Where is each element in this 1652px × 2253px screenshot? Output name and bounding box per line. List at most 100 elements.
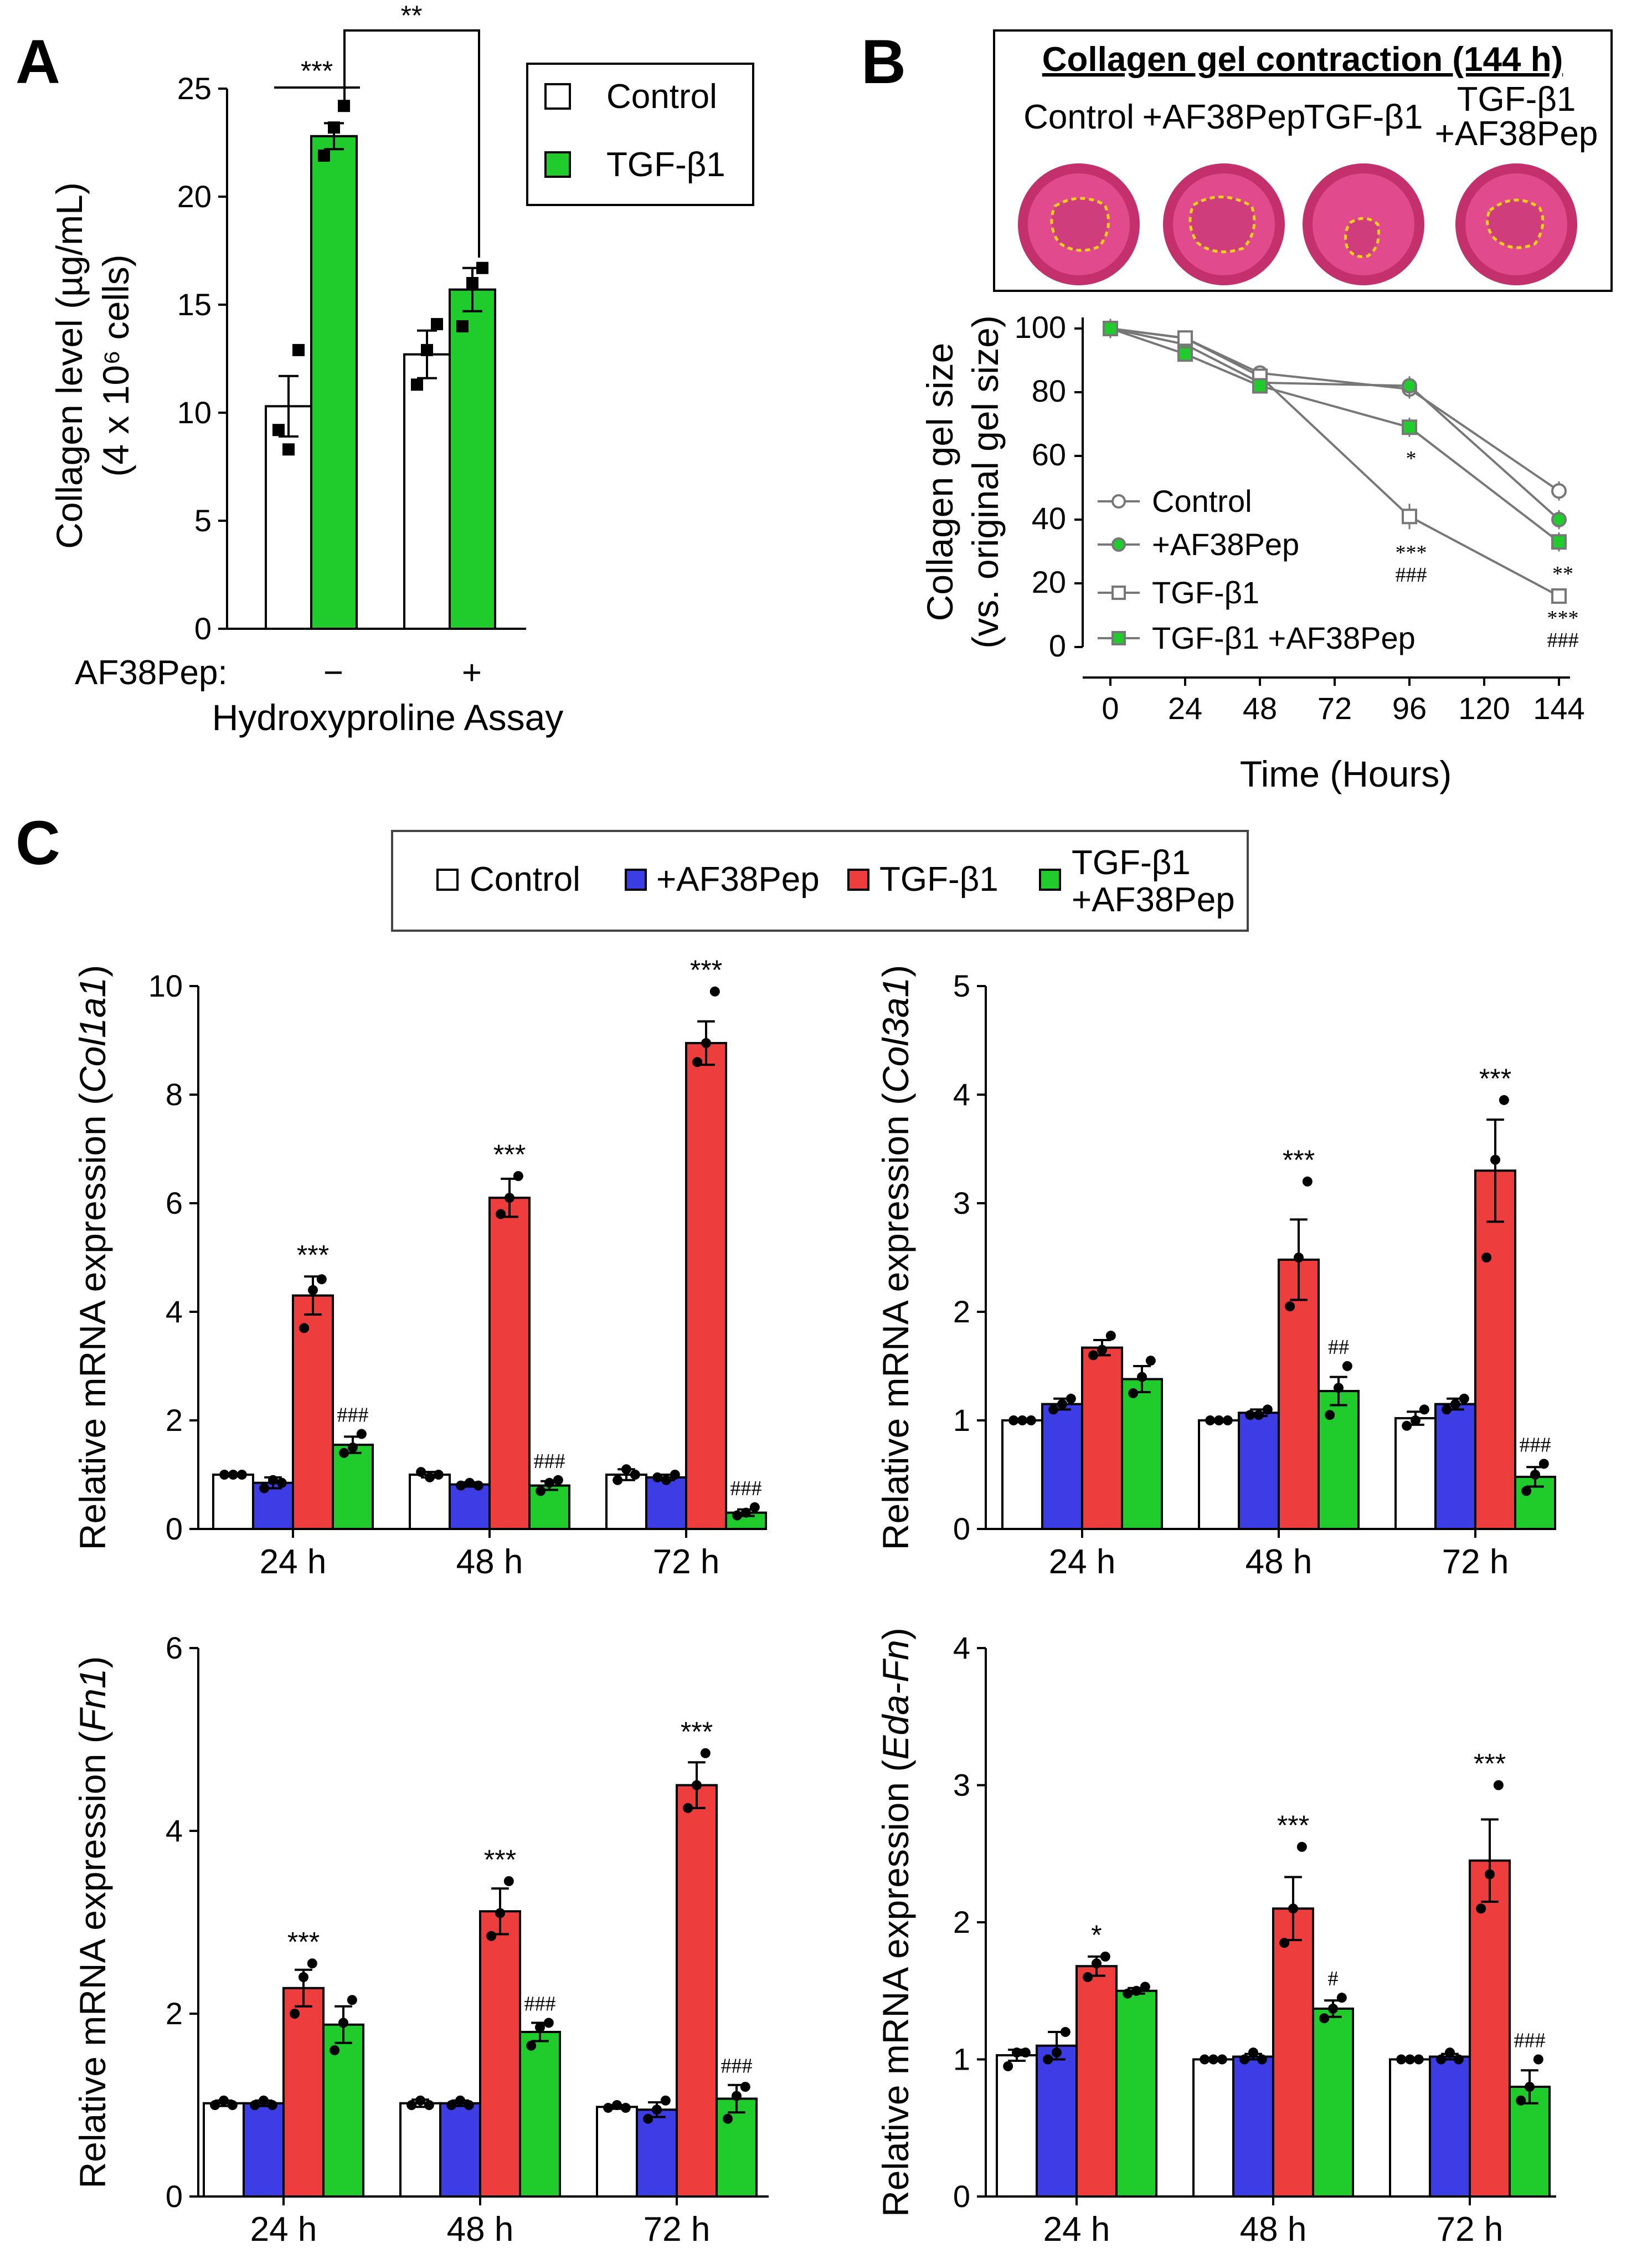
C3-point xyxy=(338,2018,348,2028)
C3-point xyxy=(290,2009,300,2019)
C2-bar-af38pep-48-h xyxy=(1238,1412,1280,1531)
chart-b-point-control xyxy=(1551,483,1567,499)
C3-point xyxy=(620,2102,631,2113)
panel-b-legend-marker-tgf-af38 xyxy=(1111,631,1126,645)
chart-b-ytick-label: 40 xyxy=(1032,501,1066,536)
C2-point xyxy=(1008,1415,1019,1425)
C1-sig-label: *** xyxy=(493,1139,526,1170)
C2-ylabel: Relative mRNA expression (Col3a1) xyxy=(875,965,916,1550)
panel-a-letter: A xyxy=(16,27,60,96)
C1-point xyxy=(513,1171,523,1181)
C1-point xyxy=(456,1480,466,1491)
C1-point xyxy=(433,1470,444,1480)
chart-b-point-tgf-1 xyxy=(1402,509,1417,525)
C2-point xyxy=(1017,1415,1027,1425)
C3-point xyxy=(267,2100,277,2110)
C2-point xyxy=(1411,1415,1421,1425)
C1-sig-label: *** xyxy=(690,954,722,986)
C3-bar-control-24-h xyxy=(203,2102,245,2198)
C1-point xyxy=(228,1470,238,1480)
C1-ytick-label: 6 xyxy=(166,1185,183,1220)
C4-point xyxy=(1453,2054,1464,2065)
panel-b-ylabel-line2: (vs. original gel size) xyxy=(965,315,1006,649)
C3-point xyxy=(723,2113,733,2124)
panel-c-legend-tgf: TGF-β1 xyxy=(879,860,999,899)
C4-ytick-label: 3 xyxy=(953,1768,970,1803)
panel-c-legend-swatch-control xyxy=(436,869,459,891)
C4-point xyxy=(1328,2003,1338,2014)
C3-point xyxy=(535,2022,545,2033)
panel-b-legend-tgf-af38: TGF-β1 +AF38Pep xyxy=(1152,620,1416,655)
C4-point xyxy=(1208,2054,1218,2065)
C4-point xyxy=(1248,2047,1258,2058)
panel-b-annot-144-af: ** xyxy=(1552,562,1573,586)
C1-ytick-label: 4 xyxy=(166,1294,183,1329)
C3-point xyxy=(259,2095,269,2106)
C1-point xyxy=(276,1477,287,1488)
panel-a-sig-low: *** xyxy=(301,55,333,86)
C2-point xyxy=(1128,1388,1139,1398)
panel-b-legend-marker-control xyxy=(1111,494,1126,509)
panel-a-treatment-label: AF38Pep: xyxy=(75,654,228,692)
C1-point xyxy=(356,1429,367,1439)
A-bar-control- xyxy=(265,405,312,630)
C3-point xyxy=(486,1931,497,1941)
C4-point xyxy=(1279,1938,1290,1948)
A-point xyxy=(292,343,305,356)
C3-bar-control-48-h xyxy=(399,2102,441,2198)
C1-point xyxy=(339,1448,349,1458)
panel-b-ylabel-line1: Collagen gel size xyxy=(919,343,960,622)
C3-ytick-label: 6 xyxy=(166,1630,183,1665)
C2-bar-tgf-1-af38pep-24-h xyxy=(1121,1378,1163,1531)
panel-b-annot-144-tgf-1: *** xyxy=(1547,607,1579,630)
C3-sig-label: *** xyxy=(681,1716,713,1747)
C2-point xyxy=(1026,1415,1036,1425)
C2-point xyxy=(1450,1399,1460,1409)
C3-point xyxy=(603,2102,614,2113)
C3-point xyxy=(446,2100,457,2110)
C2-bar-control-48-h xyxy=(1198,1419,1240,1530)
C3-point xyxy=(692,1780,702,1790)
C4-bar-tgf-1-72-h xyxy=(1469,1859,1511,2198)
C2-point xyxy=(1145,1356,1156,1366)
A-point xyxy=(431,318,444,331)
A-bar-tgf-1- xyxy=(310,135,358,630)
C1-point xyxy=(621,1464,631,1475)
C3-point xyxy=(219,2095,229,2106)
C4-point xyxy=(1288,1903,1298,1914)
C4-sig-label: *** xyxy=(1277,1810,1309,1841)
chart-b-point-tgf-1-af38pep xyxy=(1103,321,1118,336)
C2-point xyxy=(1538,1459,1549,1469)
panel-a: A 0 5 10 15 20 25 Collagen level (µg/mL) (4 x… xyxy=(16,0,754,738)
panel-c-legend-tgf-af38-l2: +AF38Pep xyxy=(1072,881,1235,919)
C4-bar-tgf-1-af38pep-72-h xyxy=(1509,2086,1551,2198)
C2-point xyxy=(1419,1404,1429,1415)
panel-a-sig-high: ** xyxy=(401,0,423,31)
chart-b-point-tgf-1-af38pep xyxy=(1177,346,1193,362)
panel-b-legend-control: Control xyxy=(1152,484,1252,519)
C4-point xyxy=(1239,2054,1250,2065)
panel-c-legend-af38: +AF38Pep xyxy=(656,860,820,899)
C2-point xyxy=(1342,1361,1352,1371)
panel-a-treatment-minus: − xyxy=(323,654,343,692)
panel-c: C Control +AF38Pep TGF-β1 TGF-β1 +AF38Pe… xyxy=(16,808,1556,2249)
C4-point xyxy=(1436,2054,1447,2065)
C3-bar-tgf-1-72-h xyxy=(676,1784,718,2198)
C1-bar-af38pep-72-h xyxy=(645,1476,687,1530)
C4-bar-tgf-1-af38pep-48-h xyxy=(1312,2007,1354,2198)
C3-xtick-label: 48 h xyxy=(447,2210,514,2249)
C1-point xyxy=(219,1470,230,1480)
C4-ytick-label: 2 xyxy=(953,1905,970,1939)
C3-point xyxy=(330,2045,340,2055)
panel-b-legend-tgf: TGF-β1 xyxy=(1152,575,1259,610)
C1-ytick-label: 10 xyxy=(148,968,183,1003)
C4-point xyxy=(1319,2013,1330,2024)
C4-ytick-label: 4 xyxy=(953,1630,970,1665)
C4-point xyxy=(1200,2054,1210,2065)
chart-b-point-af38pep xyxy=(1402,378,1417,394)
C1-point xyxy=(268,1475,278,1485)
C4-bar-af38pep-48-h xyxy=(1232,2055,1274,2198)
C4-point xyxy=(1100,1951,1110,1962)
C4-point xyxy=(1092,1958,1102,1969)
